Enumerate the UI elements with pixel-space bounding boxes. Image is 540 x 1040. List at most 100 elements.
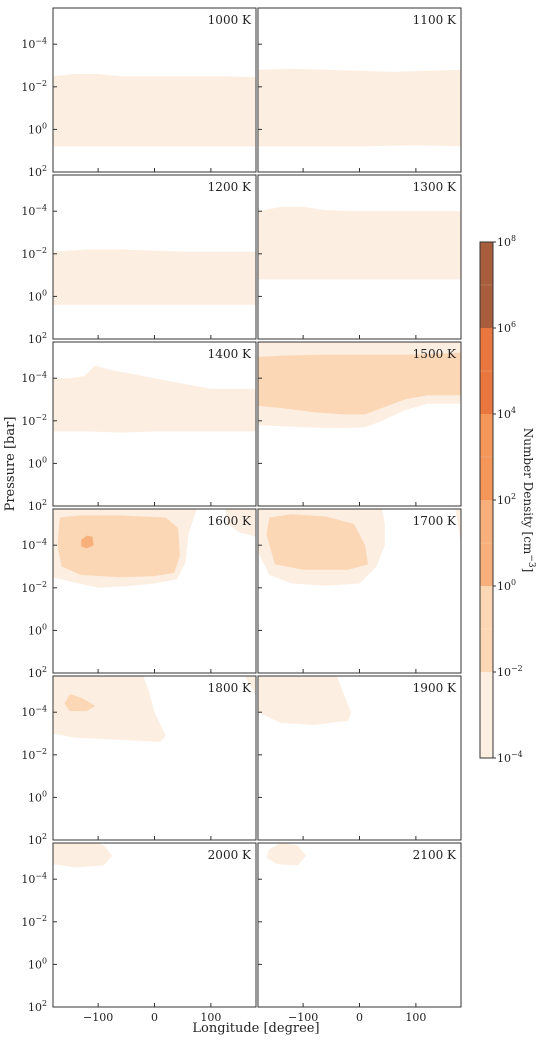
y-tick-label: 100	[28, 789, 47, 804]
panel: 1400 K 10−4 10−2 100 102	[21, 341, 257, 513]
y-tick-label: 102	[28, 999, 47, 1014]
colorbar-tick-label: 108	[497, 234, 516, 249]
panel-temperature-label: 1400 K	[208, 347, 252, 361]
y-tick-label: 10−4	[21, 704, 47, 719]
panels-grid: 1000 K 10−4 10−2 100 102 1100 K 1200 K 10−4 10−2…	[21, 7, 462, 1024]
y-tick-label: 102	[28, 331, 47, 346]
panel: 1900 K	[257, 675, 462, 841]
y-tick-label: 102	[28, 832, 47, 847]
contour-region	[64, 694, 96, 712]
colorbar-tick-label: 106	[497, 320, 516, 335]
y-tick-label: 10−4	[21, 36, 47, 51]
panel-frame	[52, 842, 257, 1008]
panel: 1100 K	[257, 7, 462, 173]
y-tick-label: 100	[28, 455, 47, 470]
colorbar-tick-label: 10−2	[497, 664, 523, 679]
panel-temperature-label: 1000 K	[208, 13, 252, 27]
colorbar-label: Number Density [cm−3]	[521, 428, 536, 573]
x-tick-label: 0	[151, 1011, 158, 1024]
panel-temperature-label: 1100 K	[413, 13, 457, 27]
colorbar-tick-label: 104	[497, 406, 516, 421]
contour-region	[258, 676, 351, 725]
panel: 1300 K	[257, 174, 462, 340]
contour-region	[258, 352, 461, 415]
contour-region	[258, 68, 461, 147]
panel-temperature-label: 1600 K	[208, 514, 252, 528]
contour-region	[81, 535, 94, 549]
panel: 1000 K 10−4 10−2 100 102	[21, 7, 257, 179]
contour-fills	[53, 509, 256, 588]
contour-region	[53, 843, 113, 868]
panel-temperature-label: 1200 K	[208, 180, 252, 194]
colorbar-tick-label: 10−4	[497, 750, 523, 765]
panel: 1800 K 10−4 10−2 100 102	[21, 675, 257, 847]
y-tick-label: 10−2	[21, 747, 47, 762]
colorbar-tick-label: 102	[497, 492, 516, 507]
contour-region	[455, 509, 461, 546]
y-axis-label: Pressure [bar]	[3, 417, 18, 512]
panel: 1200 K 10−4 10−2 100 102	[21, 174, 257, 346]
x-tick-label: 100	[200, 1011, 221, 1024]
contour-region	[244, 676, 256, 696]
contour-region	[53, 249, 256, 305]
y-tick-label: 10−2	[21, 413, 47, 428]
x-tick-label: −100	[288, 1011, 318, 1024]
y-tick-label: 10−2	[21, 580, 47, 595]
y-tick-label: 102	[28, 665, 47, 680]
contour-fills	[258, 206, 461, 280]
contour-fills	[53, 676, 256, 742]
panel-temperature-label: 1800 K	[208, 681, 252, 695]
contour-region	[53, 365, 256, 433]
y-tick-label: 10−4	[21, 537, 47, 552]
colorbar: 10−4 10−2 100 102 104 106 108 Number Density [c…	[479, 234, 536, 765]
x-tick-label: 100	[405, 1011, 426, 1024]
x-tick-label: −100	[83, 1011, 113, 1024]
y-tick-label: 10−4	[21, 203, 47, 218]
contour-region	[57, 515, 180, 578]
panel: 2000 K 10−4 10−2 100 102 −100 0 100	[21, 842, 257, 1024]
panel: 1500 K	[257, 341, 462, 507]
colorbar-band	[480, 500, 493, 586]
y-tick-label: 10−2	[21, 79, 47, 94]
panel-temperature-label: 1700 K	[413, 514, 457, 528]
contour-region	[258, 206, 461, 280]
panel-temperature-label: 2100 K	[413, 848, 457, 862]
contour-region	[266, 514, 368, 570]
contour-fills	[258, 509, 461, 586]
y-tick-label: 100	[28, 288, 47, 303]
y-tick-label: 100	[28, 622, 47, 637]
colorbar-band	[480, 242, 493, 328]
y-tick-label: 102	[28, 164, 47, 179]
panel-temperature-label: 1500 K	[413, 347, 457, 361]
panel-temperature-label: 1300 K	[413, 180, 457, 194]
panel-temperature-label: 2000 K	[208, 848, 252, 862]
panel: 2100 K −100 0 100	[257, 842, 462, 1024]
colorbar-tick-label: 100	[497, 578, 516, 593]
y-tick-label: 102	[28, 498, 47, 513]
colorbar-band	[480, 414, 493, 500]
colorbar-band	[480, 586, 493, 672]
y-tick-label: 100	[28, 121, 47, 136]
contour-fills	[266, 843, 306, 866]
contour-region	[53, 74, 256, 147]
contour-fills	[258, 342, 461, 429]
contour-fills	[53, 74, 256, 147]
panel: 1600 K 10−4 10−2 100 102	[21, 508, 257, 680]
y-tick-label: 10−2	[21, 914, 47, 929]
panel-temperature-label: 1900 K	[413, 681, 457, 695]
x-axis-label: Longitude [degree]	[192, 1021, 319, 1036]
x-tick-label: 0	[356, 1011, 363, 1024]
contour-fills	[53, 249, 256, 305]
contour-region	[53, 676, 166, 742]
colorbar-band	[480, 672, 493, 758]
y-tick-label: 10−2	[21, 246, 47, 261]
colorbar-band	[480, 328, 493, 414]
panel-frame	[257, 842, 462, 1008]
contour-fills	[53, 843, 113, 868]
contour-fills	[258, 676, 351, 725]
contour-fills	[53, 365, 256, 433]
y-tick-label: 10−4	[21, 871, 47, 886]
y-tick-label: 100	[28, 956, 47, 971]
panel: 1700 K	[257, 508, 462, 674]
